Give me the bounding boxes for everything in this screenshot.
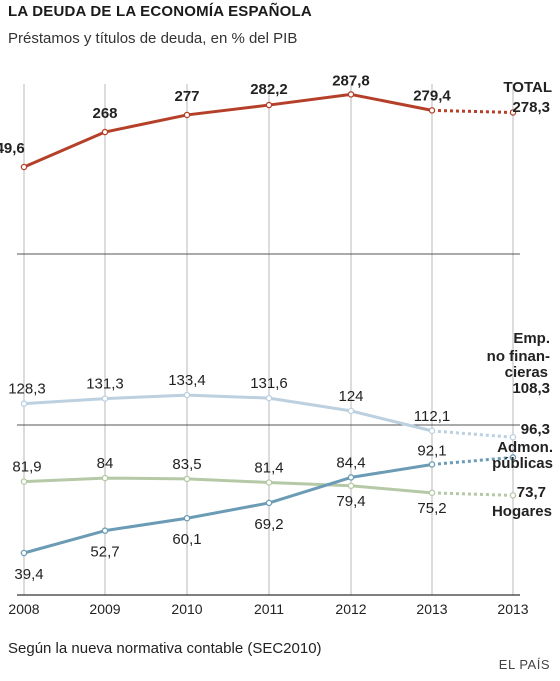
data-label-admon: 39,4: [14, 566, 43, 583]
series-name-empresas: no finan-: [487, 348, 550, 365]
data-label-total: 279,4: [413, 87, 451, 104]
series-projection-hogares: [431, 491, 514, 497]
data-label-total: 277: [174, 88, 199, 105]
data-point-empresas: [428, 427, 436, 435]
data-label-empresas: 112,1: [414, 408, 450, 425]
data-point-admon: [347, 474, 355, 481]
data-point-empresas: [20, 400, 28, 407]
data-point-empresas: [509, 433, 517, 441]
x-tick-label: 2013: [416, 601, 447, 617]
data-label-empresas: 131,6: [250, 375, 288, 392]
data-point-admon: [20, 549, 28, 557]
x-tick-label: 2008: [8, 601, 39, 617]
data-label-empresas: 131,3: [86, 376, 124, 393]
data-label-total: 249,6: [0, 140, 25, 157]
x-tick-label: 2009: [89, 601, 120, 617]
data-label-hogares: 73,7: [517, 484, 546, 501]
data-label-hogares: 75,2: [417, 500, 446, 517]
data-label-admon: 52,7: [90, 544, 119, 561]
data-label-admon: 92,1: [417, 442, 446, 459]
data-label-total: 268: [92, 105, 117, 122]
data-label-hogares: 81,9: [12, 459, 41, 476]
data-point-total: [101, 128, 109, 136]
data-point-empresas: [265, 394, 273, 402]
data-point-hogares: [265, 479, 273, 486]
x-tick-label: 2010: [171, 601, 202, 617]
x-tick-label: 2013: [497, 601, 528, 617]
data-label-empresas: 124: [338, 388, 363, 405]
source-credit: EL PAÍS: [498, 657, 550, 672]
data-label-total: 278,3: [512, 99, 550, 116]
data-label-hogares: 83,5: [172, 456, 201, 473]
data-point-admon: [101, 527, 109, 534]
data-label-hogares: 79,4: [336, 493, 365, 510]
data-point-admon: [428, 461, 436, 468]
series-name-admon: públicas: [492, 455, 553, 472]
data-label-total: 282,2: [250, 81, 288, 98]
chart-subtitle: Préstamos y títulos de deuda, en % del P…: [8, 30, 298, 47]
data-label-empresas: 128,3: [8, 381, 46, 398]
series-projection-empresas: [431, 429, 514, 439]
series-name-total: TOTAL: [503, 79, 552, 96]
data-point-admon: [183, 514, 191, 522]
data-label-hogares: 81,4: [254, 459, 283, 476]
series-name-empresas: cieras: [505, 364, 548, 381]
data-point-total: [347, 91, 355, 98]
series-line-total: [23, 92, 433, 169]
data-point-hogares: [183, 475, 191, 483]
series-name-admon: Admon.: [497, 439, 553, 456]
data-label-empresas: 133,4: [168, 372, 206, 389]
data-label-admon: 69,2: [254, 516, 283, 533]
data-label-admon: 84,4: [336, 454, 365, 471]
data-label-admon: 96,3: [521, 421, 550, 438]
data-point-hogares: [101, 474, 109, 482]
data-point-hogares: [347, 482, 355, 490]
data-label-total: 287,8: [332, 72, 370, 89]
series-name-empresas: Emp.: [513, 330, 550, 347]
data-point-hogares: [428, 489, 436, 497]
data-point-total: [183, 111, 191, 119]
data-point-total: [265, 101, 273, 109]
data-label-admon: 60,1: [172, 531, 201, 548]
x-tick-label: 2011: [254, 601, 284, 617]
data-label-empresas: 108,3: [512, 380, 550, 397]
series-projection-total: [431, 108, 514, 114]
data-point-empresas: [347, 407, 355, 415]
data-point-hogares: [20, 478, 28, 485]
x-tick-label: 2012: [335, 601, 366, 617]
chart-title: LA DEUDA DE LA ECONOMÍA ESPAÑOLA: [8, 3, 312, 20]
series-projection-admon: [431, 455, 514, 466]
data-point-empresas: [101, 395, 109, 402]
data-point-total: [20, 163, 28, 171]
data-point-empresas: [183, 391, 191, 399]
data-point-admon: [265, 499, 273, 507]
data-point-hogares: [509, 492, 517, 499]
series-line-admon: [23, 462, 433, 555]
data-point-total: [509, 109, 517, 116]
series-line-empresas: [23, 393, 433, 433]
series-line-hogares: [23, 476, 433, 495]
data-point-admon: [509, 454, 517, 461]
data-label-hogares: 84: [97, 455, 114, 472]
data-point-total: [428, 107, 436, 114]
methodology-note: Según la nueva normativa contable (SEC20…: [8, 640, 322, 657]
series-name-hogares: Hogares: [492, 503, 552, 520]
